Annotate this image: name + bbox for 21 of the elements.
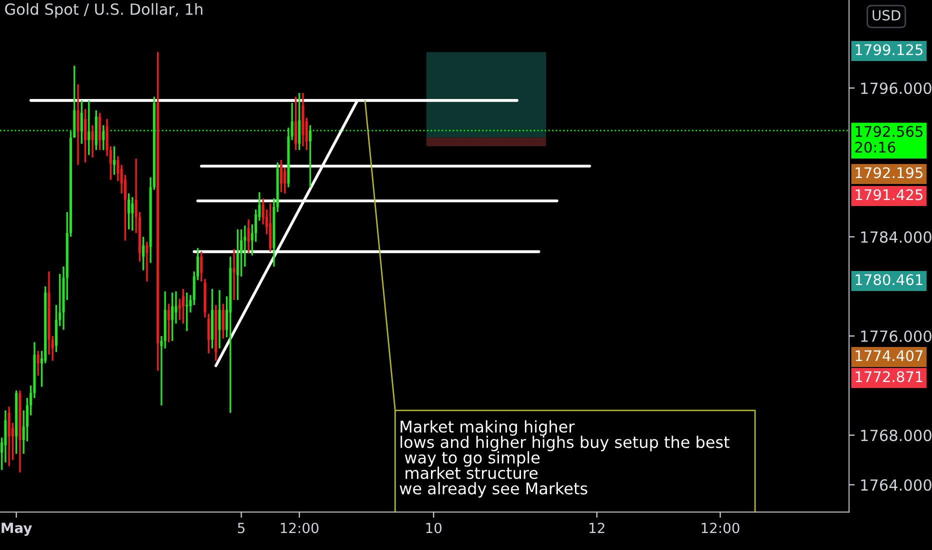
ref-line-label: 1792.565 20:16 — [855, 126, 922, 153]
text: 1780.461 — [856, 274, 922, 286]
y-tick-label: 1796.000 — [861, 82, 932, 94]
x-tick-label: 5 — [238, 522, 244, 534]
text: 1774.407 — [856, 350, 922, 362]
text: 1792.195 — [856, 167, 922, 178]
x-tick-label: 10 — [426, 522, 442, 534]
y-tick-label: 1776.000 — [861, 330, 932, 342]
y-tick-label: 1764.000 — [861, 479, 932, 491]
chart-title: Gold Spot / U.S. Dollar, 1h — [5, 3, 202, 18]
text: 1772.871 — [856, 371, 922, 382]
annotation: Market making higher lows and higher highs buy setup the best way to go simple market structure we already see Markets — [400, 420, 730, 498]
text: 1799.125 — [856, 44, 922, 56]
y-tick-label: 1768.000 — [861, 430, 932, 442]
x-tick-label: 12:00 — [280, 522, 318, 534]
x-tick-label: 12 — [590, 522, 604, 534]
y-tick-label: 1784.000 — [861, 231, 932, 243]
text: 1791.425 — [856, 189, 922, 200]
text: USD — [872, 10, 900, 21]
x-tick-label: 12:00 — [702, 522, 740, 534]
x-tick-label: May — [2, 522, 32, 536]
